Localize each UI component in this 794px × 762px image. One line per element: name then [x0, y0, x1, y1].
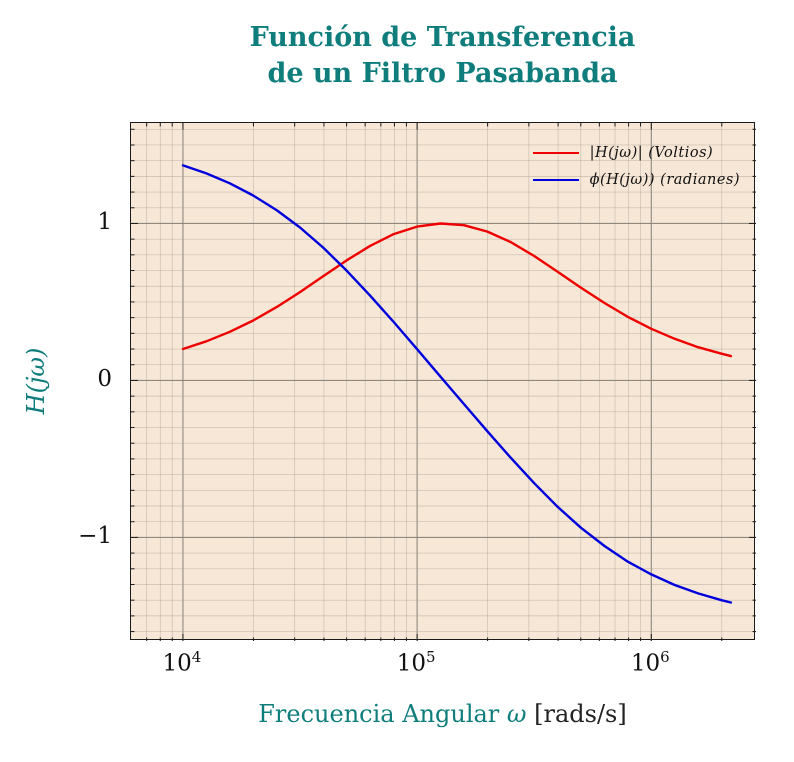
legend-label-phase: ϕ(H(jω)) (radianes) — [589, 172, 740, 188]
x-axis-label-unit: [rads/s] — [534, 700, 627, 728]
y-tick-label: −1 — [78, 523, 112, 550]
chart-title: Función de Transferencia de un Filtro Pa… — [130, 20, 755, 91]
x-tick-label: 106 — [630, 648, 670, 677]
chart-title-line2: de un Filtro Pasabanda — [267, 57, 618, 89]
legend-line-magnitude — [532, 151, 579, 155]
y-tick-label: 0 — [97, 366, 112, 393]
x-tick-label: 104 — [162, 648, 202, 677]
legend-item-magnitude: |H(jω)| (Voltios) — [532, 145, 740, 161]
omega-symbol: ω — [506, 700, 527, 728]
legend-label-magnitude: |H(jω)| (Voltios) — [589, 145, 714, 161]
plot-area: |H(jω)| (Voltios) ϕ(H(jω)) (radianes) — [130, 122, 756, 641]
x-axis-label-text: Frecuencia Angular — [258, 700, 500, 728]
legend-item-phase: ϕ(H(jω)) (radianes) — [532, 172, 740, 188]
y-tick-label: 1 — [97, 209, 112, 236]
x-tick-label: 105 — [396, 648, 436, 677]
legend-line-phase — [532, 178, 579, 182]
x-axis-label: Frecuencia Angular ω [rads/s] — [130, 700, 755, 728]
plot-canvas — [131, 123, 756, 641]
legend: |H(jω)| (Voltios) ϕ(H(jω)) (radianes) — [532, 145, 740, 188]
chart-title-line1: Función de Transferencia — [249, 22, 636, 53]
curve-phase — [181, 164, 733, 604]
curve-magnitude — [181, 222, 733, 358]
